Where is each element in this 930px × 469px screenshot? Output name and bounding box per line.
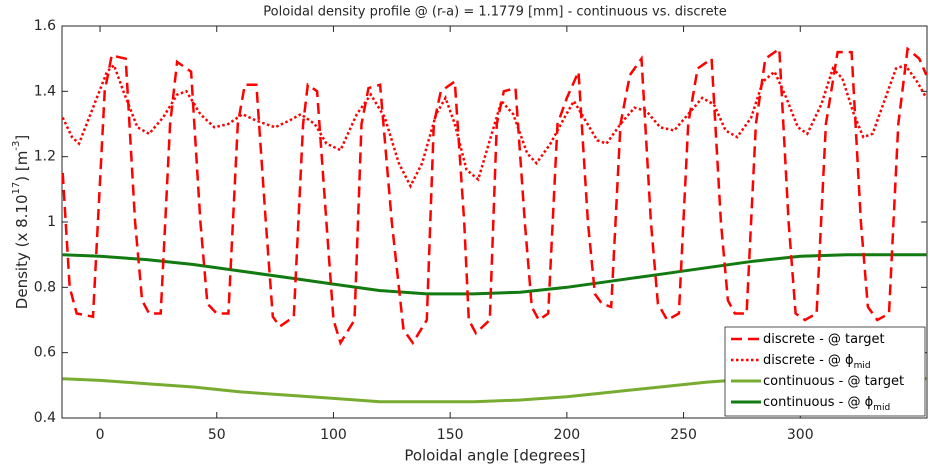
legend-name: continuous - @ ϕ: [763, 395, 873, 410]
y-label-part: ) [m: [13, 151, 31, 182]
series-line: [62, 46, 927, 346]
x-tick-label: 200: [553, 427, 580, 443]
y-tick-label: 1.4: [34, 83, 56, 99]
y-tick-label: 1: [47, 214, 56, 230]
legend-name: discrete - @ target: [763, 332, 885, 347]
y-tick-label: 0.4: [34, 410, 56, 426]
y-axis-label: Density (x 8.1017) [m-3]: [11, 135, 31, 309]
chart-title: Poloidal density profile @ (r-a) = 1.177…: [263, 5, 726, 20]
y-label-part: Density (x 8.10: [13, 194, 31, 309]
x-tick-label: 50: [208, 427, 226, 443]
legend-label: discrete - @ target: [763, 332, 885, 347]
legend-label: continuous - @ target: [763, 374, 904, 389]
y-tick-label: 1.6: [34, 18, 56, 34]
x-tick-label: 100: [320, 427, 347, 443]
legend-name: continuous - @ target: [763, 374, 904, 389]
y-label-sup: -3: [11, 141, 22, 151]
x-tick-label: 150: [437, 427, 464, 443]
y-label-part: ]: [13, 135, 31, 141]
x-tick-label: 250: [670, 427, 697, 443]
y-tick-label: 0.6: [34, 345, 56, 361]
legend-subscript: mid: [873, 403, 890, 413]
y-label-sup: 17: [11, 182, 22, 195]
x-axis-label: Poloidal angle [degrees]: [404, 447, 585, 465]
x-tick-label: 300: [787, 427, 814, 443]
x-tick-label: 0: [96, 427, 105, 443]
legend-subscript: mid: [854, 361, 871, 371]
legend-label: continuous - @ ϕmid: [763, 395, 890, 413]
y-tick-label: 0.8: [34, 279, 56, 295]
legend-label: discrete - @ ϕmid: [763, 353, 871, 371]
legend-name: discrete - @ ϕ: [763, 353, 854, 368]
y-tick-label: 1.2: [34, 149, 56, 165]
series-line: [62, 62, 927, 189]
